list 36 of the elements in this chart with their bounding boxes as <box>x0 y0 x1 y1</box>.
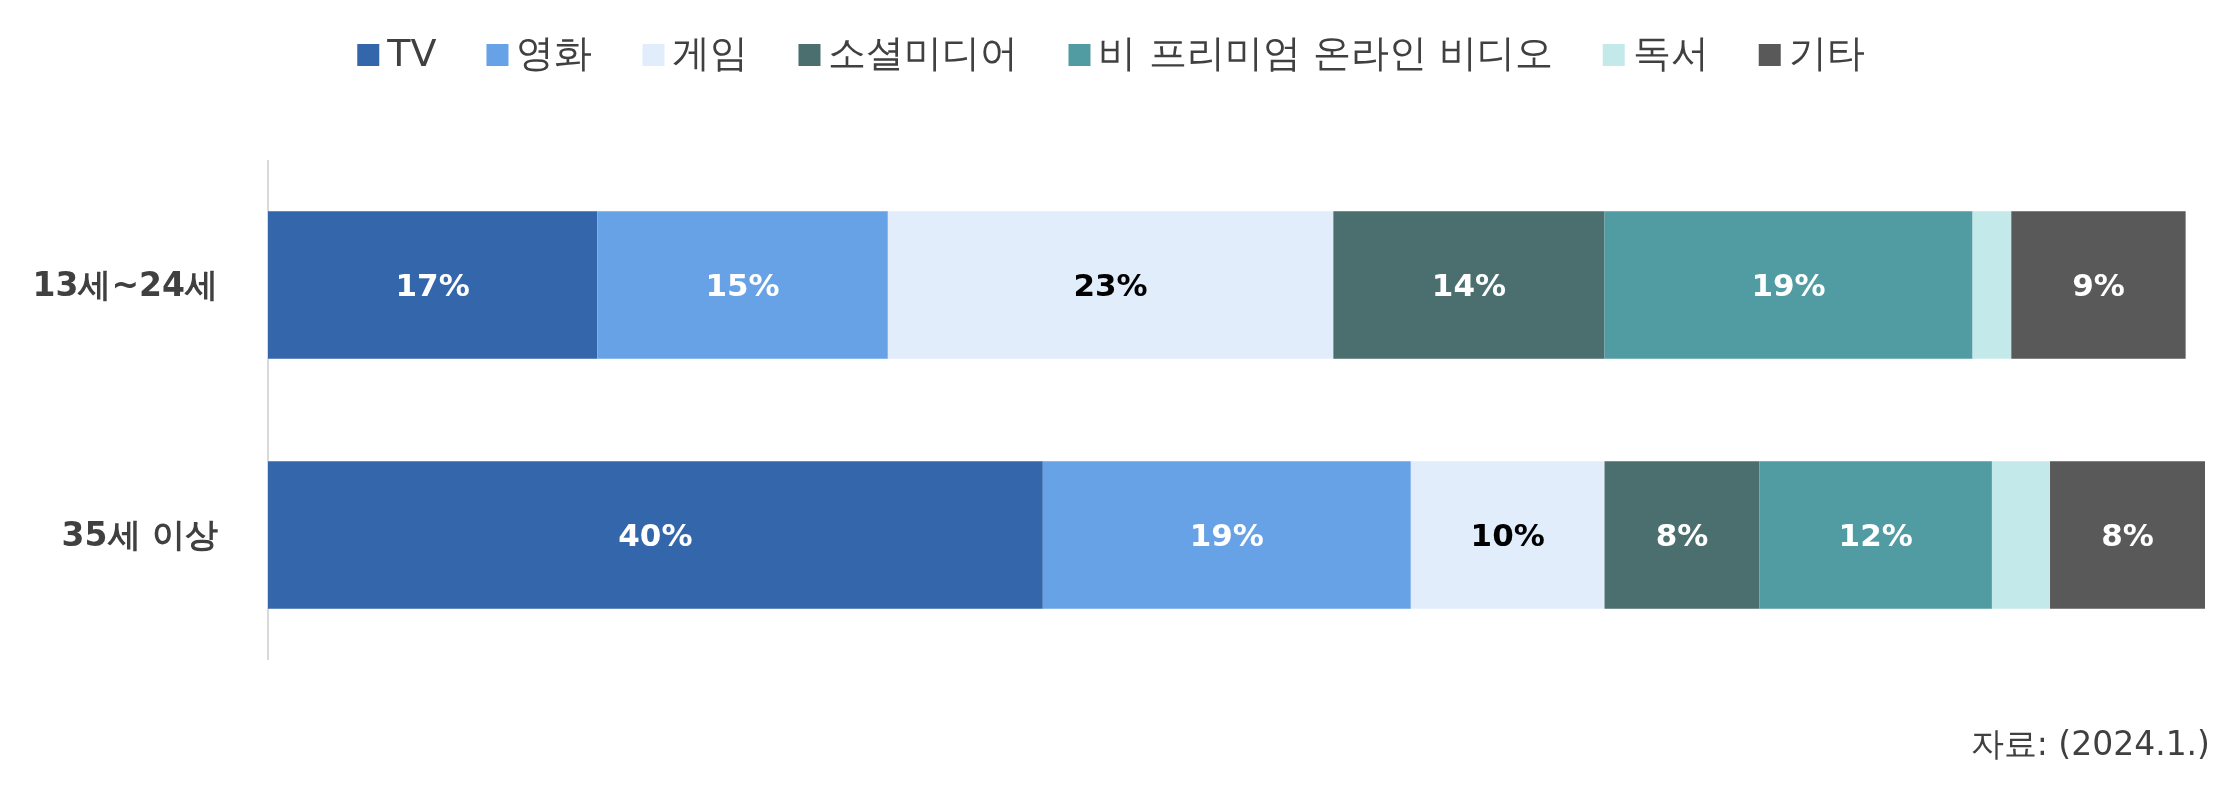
data-label: 8% <box>1655 517 1709 553</box>
data-label: 8% <box>2101 517 2154 553</box>
data-label: 23% <box>1073 267 1148 303</box>
legend-label: 영화 <box>516 31 593 75</box>
bar <box>1604 461 1760 609</box>
y-tick-label: 13세~24세 <box>32 265 218 304</box>
data-label: 19% <box>1751 267 1826 303</box>
bar <box>1759 461 1992 609</box>
legend-label: 기타 <box>1788 31 1865 75</box>
data-label: 14% <box>1431 267 1507 303</box>
data-label: 17% <box>395 267 470 303</box>
text: 자료: (2024.1.) <box>1970 724 2210 763</box>
data-label: 15% <box>705 267 780 303</box>
bar <box>1991 461 2051 609</box>
data-label: 19% <box>1189 517 1264 553</box>
bar <box>1333 211 1605 359</box>
legend-label: 게임 <box>672 31 749 75</box>
data-label: 9% <box>2072 267 2125 303</box>
bar <box>2011 211 2186 359</box>
bar <box>1042 461 1411 609</box>
bar <box>887 211 1334 359</box>
bar <box>597 211 888 359</box>
bar <box>1604 211 1973 359</box>
y-tick-label: 35세 이상 <box>61 515 218 554</box>
legend-label: 소셜미디어 <box>828 31 1019 75</box>
legend-label: 비 프리미엄 온라인 비디오 <box>1098 31 1553 75</box>
legend-label: 독서 <box>1632 31 1709 75</box>
data-label: 10% <box>1470 517 1545 553</box>
data-label: 40% <box>618 517 693 553</box>
bar <box>1410 461 1605 609</box>
legend-label: TV <box>386 31 437 75</box>
bar <box>1972 211 2012 359</box>
bar <box>268 461 1043 609</box>
bar <box>268 211 598 359</box>
data-label: 12% <box>1838 517 1913 553</box>
bar <box>2050 461 2205 609</box>
